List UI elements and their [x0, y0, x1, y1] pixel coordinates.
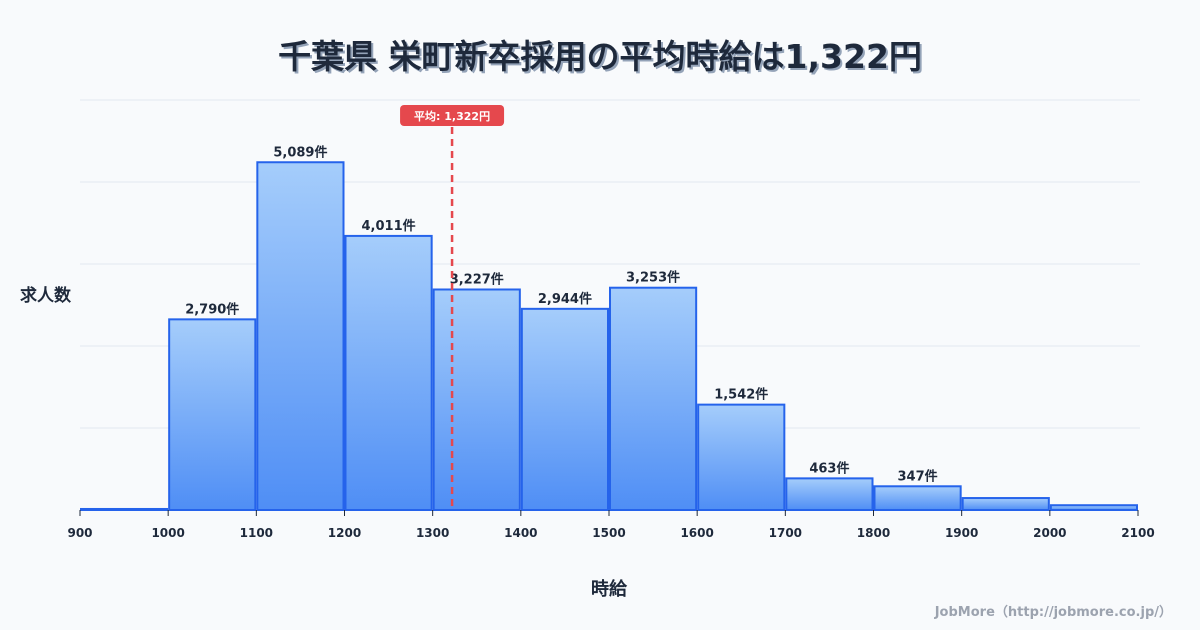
histogram-bar	[961, 497, 1050, 511]
bar-value-label: 2,790件	[185, 301, 239, 317]
x-axis-label: 時給	[591, 579, 627, 600]
x-tick-label: 2100	[1121, 526, 1154, 540]
x-tick-label: 1700	[769, 526, 802, 540]
bar-value-label: 2,944件	[538, 291, 592, 307]
bar-value-label: 3,227件	[450, 271, 504, 287]
average-marker: 平均: 1,322円	[400, 105, 505, 510]
x-tick-label: 1900	[945, 526, 978, 540]
x-tick-label: 1000	[151, 526, 184, 540]
average-label: 平均: 1,322円	[414, 109, 490, 123]
x-tick-label: 1200	[328, 526, 361, 540]
histogram-bar	[432, 288, 521, 512]
histogram-bar	[1049, 504, 1139, 512]
bars: 2,790件 5,089件 4,011件 3,227件 2,944件 3,253件 1,54…	[80, 144, 1139, 512]
histogram-bar	[344, 234, 433, 511]
histogram-bar	[520, 307, 609, 511]
x-axis: 900 1000 1100 1200 1300 1400 1500 1600 1700 1800 1…	[67, 510, 1155, 540]
histogram-bar	[609, 286, 698, 511]
x-tick-label: 1600	[680, 526, 713, 540]
chart-title: 千葉県 栄町新卒採用の平均時給は1,322円	[278, 37, 922, 76]
histogram-bar	[168, 318, 257, 511]
x-tick-label: 900	[67, 526, 92, 540]
bar-value-label: 4,011件	[362, 218, 416, 234]
x-tick-label: 1100	[240, 526, 273, 540]
x-tick-label: 1300	[416, 526, 449, 540]
histogram-bar	[785, 477, 874, 511]
x-tick-label: 1800	[857, 526, 890, 540]
histogram-bar	[256, 161, 345, 511]
x-tick-label: 2000	[1033, 526, 1066, 540]
x-tick-label: 1400	[504, 526, 537, 540]
bar-value-label: 3,253件	[626, 270, 680, 286]
histogram-bar	[697, 403, 786, 512]
bar-value-label: 347件	[898, 468, 938, 484]
bar-value-label: 5,089件	[273, 144, 327, 160]
histogram-bar	[80, 507, 169, 512]
source-credit: JobMore（http://jobmore.co.jp/）	[934, 605, 1172, 620]
y-axis-label: 求人数	[20, 286, 71, 306]
histogram-bar	[873, 485, 962, 511]
bar-value-label: 1,542件	[714, 387, 768, 403]
average-badge	[400, 105, 505, 126]
x-tick-label: 1500	[592, 526, 625, 540]
bar-value-label: 463件	[809, 460, 849, 476]
